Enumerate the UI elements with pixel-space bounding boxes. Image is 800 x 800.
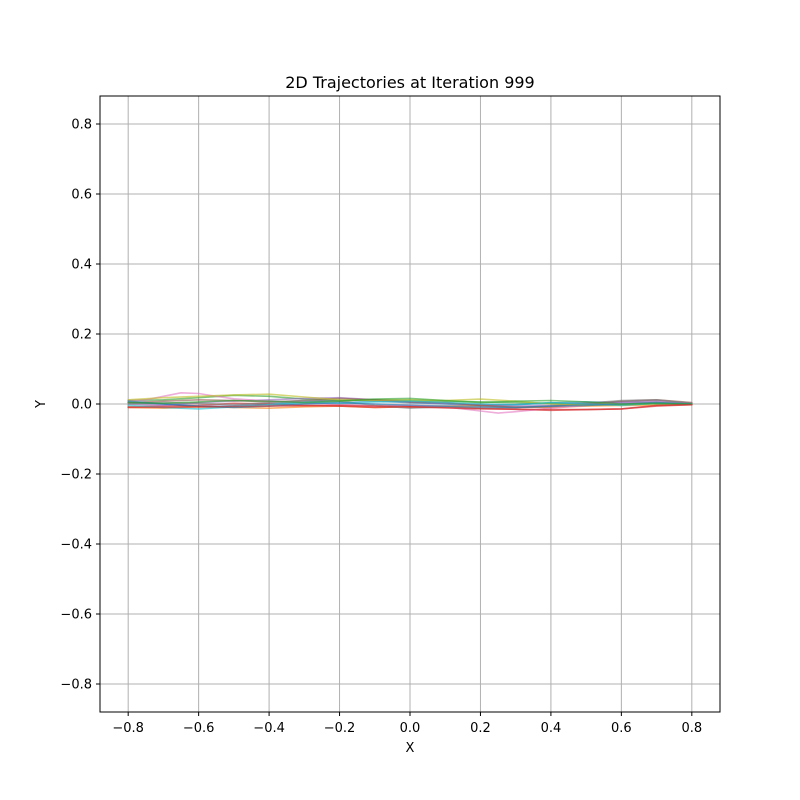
y-tick-label: 0.8 <box>71 118 92 133</box>
y-axis-title: Y <box>34 400 49 409</box>
x-tick-label: 0.2 <box>470 721 491 736</box>
y-tick-label: 0.2 <box>71 328 92 343</box>
y-axis-ticks: −0.8 −0.6 −0.4 −0.2 0.0 0.2 0.4 0.6 0.8 <box>60 118 100 693</box>
x-tick-label: 0.4 <box>541 721 562 736</box>
y-tick-label: −0.6 <box>60 608 92 623</box>
x-axis-title: X <box>406 741 415 756</box>
x-axis-ticks: −0.8 −0.6 −0.4 −0.2 0.0 0.2 0.4 0.6 0.8 <box>112 712 702 736</box>
y-tick-label: 0.0 <box>71 398 92 413</box>
x-tick-label: −0.6 <box>183 721 215 736</box>
y-tick-label: −0.2 <box>60 468 92 483</box>
y-tick-label: −0.4 <box>60 538 92 553</box>
chart-title: 2D Trajectories at Iteration 999 <box>285 73 534 92</box>
x-tick-label: −0.4 <box>253 721 285 736</box>
y-tick-label: −0.8 <box>60 678 92 693</box>
x-tick-label: −0.2 <box>324 721 356 736</box>
x-tick-label: 0.6 <box>611 721 632 736</box>
y-tick-label: 0.4 <box>71 258 92 273</box>
x-tick-label: −0.8 <box>112 721 144 736</box>
x-tick-label: 0.0 <box>400 721 421 736</box>
x-tick-label: 0.8 <box>681 721 702 736</box>
y-tick-label: 0.6 <box>71 188 92 203</box>
